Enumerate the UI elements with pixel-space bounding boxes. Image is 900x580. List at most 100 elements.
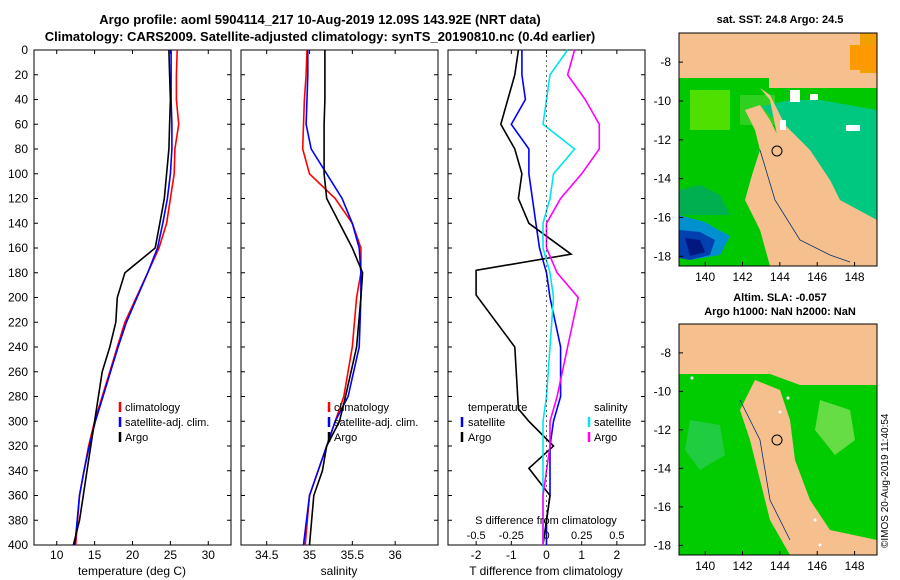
legend-s-satellite-label: satellite [594, 417, 631, 429]
map-y-tick-label: -10 [654, 94, 672, 108]
map-y-tick-label: -12 [654, 423, 672, 437]
series-line-argo [308, 50, 364, 546]
depth-tick-label: 320 [8, 439, 28, 453]
sst-map-x-ticks: 140 142 144 146 148 [695, 262, 865, 284]
map-y-tick-label: -16 [654, 210, 672, 224]
map-y-tick-label: -18 [654, 538, 672, 552]
climatology-title: Climatology: CARS2009. Satellite-adjuste… [44, 29, 596, 44]
depth-tick-label: 280 [8, 390, 28, 404]
depth-tick-label: 160 [8, 241, 28, 255]
legend-t-argo-label: Argo [468, 432, 491, 444]
x-tick-label: 1 [578, 548, 585, 562]
map-y-tick-label: -16 [654, 500, 672, 514]
salinity-xlabel: salinity [321, 564, 358, 578]
legend-satellite-label: satellite-adj. clim. [125, 417, 209, 429]
sst-map-y-ticks: -8 -10 -12 -14 -16 -18 [654, 55, 683, 263]
x-tick-label: 35.5 [341, 548, 365, 562]
profile-title: Argo profile: aoml 5904114_217 10-Aug-20… [99, 12, 541, 27]
s-diff-tick-label: -0.25 [499, 530, 524, 542]
legend-argo-label: Argo [334, 432, 357, 444]
sla-map: 140 142 144 146 148 -8 -10 -12 -14 -16 -18 [654, 323, 878, 573]
salinity-legend: climatology satellite-adj. clim. Argo [327, 402, 418, 444]
series-line-s-argo [542, 49, 601, 545]
map-y-tick-label: -8 [660, 346, 671, 360]
x-tick-label: 0 [543, 548, 550, 562]
map-y-tick-label: -10 [654, 384, 672, 398]
x-tick-label: 25 [164, 548, 178, 562]
depth-tick-label: 200 [8, 291, 28, 305]
difference-legend: temperature satellite Argo salinity sate… [460, 402, 631, 444]
depth-tick-label: 20 [15, 68, 29, 82]
depth-tick-label: 340 [8, 464, 28, 478]
map-y-tick-label: -14 [654, 172, 672, 186]
s-diff-tick-label: 0.25 [571, 530, 592, 542]
difference-panel [447, 49, 646, 546]
x-tick-label: 35 [303, 548, 317, 562]
depth-tick-label: 300 [8, 414, 28, 428]
depth-tick-label: 0 [21, 43, 28, 57]
salinity-panel [240, 49, 439, 546]
x-tick-label: 10 [50, 548, 64, 562]
series-line-t-argo [475, 49, 574, 546]
map-x-tick-label: 144 [770, 559, 790, 573]
depth-tick-label: 400 [8, 538, 28, 552]
temperature-legend: climatology satellite-adj. clim. Argo [118, 402, 209, 444]
t-difference-xlabel: T difference from climatology [469, 564, 623, 578]
temperature-lines [72, 49, 180, 546]
x-tick-label: 36 [388, 548, 402, 562]
legend-salinity-title: salinity [594, 402, 628, 414]
map-x-tick-label: 140 [695, 559, 715, 573]
depth-tick-label: 120 [8, 192, 28, 206]
map-x-tick-label: 148 [845, 559, 865, 573]
x-tick-label: 34.5 [255, 548, 279, 562]
argo-heights-title: Argo h1000: NaN h2000: NaN [704, 306, 856, 318]
argo-float-marker [771, 434, 783, 446]
depth-tick-label: 240 [8, 340, 28, 354]
map-x-tick-label: 144 [770, 270, 790, 284]
map-y-tick-label: -14 [654, 461, 672, 475]
s-diff-tick-label: 0.5 [609, 530, 624, 542]
depth-tick-label: 80 [15, 142, 29, 156]
depth-tick-label: 60 [15, 117, 29, 131]
series-line-satellite-adj-clim- [74, 50, 173, 546]
sst-map-title: sat. SST: 24.8 Argo: 24.5 [716, 14, 844, 26]
legend-climatology-label: climatology [125, 402, 181, 414]
depth-tick-label: 380 [8, 513, 28, 527]
map-x-tick-label: 148 [845, 270, 865, 284]
map-y-tick-label: -12 [654, 133, 672, 147]
imos-timestamp: ©IMOS 20-Aug-2019 11:40:54 [880, 413, 891, 549]
sla-map-title: Altim. SLA: -0.057 [733, 292, 827, 304]
map-y-tick-label: -8 [660, 55, 671, 69]
depth-tick-label: 140 [8, 216, 28, 230]
map-y-tick-label: -18 [654, 249, 672, 263]
temperature-x-ticks: 10 15 20 25 30 [50, 50, 215, 562]
sla-map-x-ticks: 140 142 144 146 148 [695, 551, 865, 573]
temperature-xlabel: temperature (deg C) [78, 564, 186, 578]
depth-tick-label: 220 [8, 315, 28, 329]
map-x-tick-label: 146 [807, 270, 827, 284]
s-diff-tick-label: -0.5 [467, 530, 486, 542]
legend-t-satellite-label: satellite [468, 417, 505, 429]
map-x-tick-label: 140 [695, 270, 715, 284]
sla-map-y-ticks: -8 -10 -12 -14 -16 -18 [654, 346, 683, 552]
legend-satellite-label: satellite-adj. clim. [334, 417, 418, 429]
s-difference-label: S difference from climatology [475, 515, 617, 527]
salinity-x-ticks: 34.5 35 35.5 36 [255, 50, 402, 562]
legend-argo-label: Argo [125, 432, 148, 444]
x-tick-label: -1 [506, 548, 517, 562]
depth-tick-label: 360 [8, 489, 28, 503]
argo-float-marker [771, 145, 783, 157]
x-tick-label: 20 [126, 548, 140, 562]
temperature-panel [33, 49, 232, 546]
map-x-tick-label: 142 [732, 270, 752, 284]
x-tick-label: -2 [471, 548, 482, 562]
x-tick-label: 30 [202, 548, 216, 562]
x-tick-label: 15 [88, 548, 102, 562]
sst-map: 140 142 144 146 148 -8 -10 -12 -14 -16 -18 [654, 32, 878, 284]
legend-temperature-title: temperature [468, 402, 527, 414]
depth-axis: 0 20 40 60 80 100 120 140 160 180 200 220 240 260 280 3… [8, 43, 645, 552]
legend-climatology-label: climatology [334, 402, 390, 414]
depth-tick-label: 180 [8, 266, 28, 280]
depth-tick-label: 260 [8, 365, 28, 379]
